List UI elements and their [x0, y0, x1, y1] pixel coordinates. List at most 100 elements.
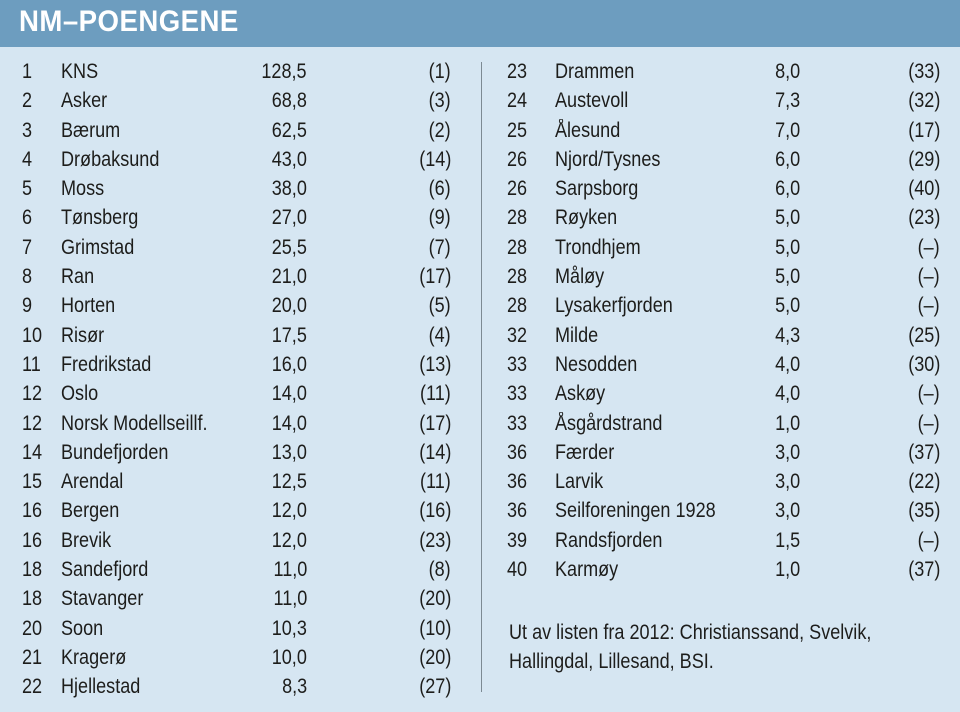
- rank-cell: 21: [22, 645, 43, 669]
- table-row: 6 Tønsberg 27,0 (9): [0, 203, 470, 232]
- previous-rank-cell: (17): [907, 118, 940, 142]
- table-row: 28 Måløy 5,0 (–): [486, 262, 960, 291]
- previous-rank-cell: (35): [907, 499, 940, 523]
- rank-cell: 32: [507, 323, 528, 347]
- table-row: 8 Ran 21,0 (17): [0, 262, 470, 291]
- rank-cell: 33: [507, 352, 528, 376]
- previous-rank-cell: (–): [917, 382, 940, 406]
- rank-cell: 6: [22, 206, 33, 230]
- club-name: Åsgårdstrand: [555, 411, 663, 435]
- table-row: 32 Milde 4,3 (25): [486, 321, 960, 350]
- points-cell: 4,0: [774, 352, 800, 376]
- points-cell: 3,0: [774, 499, 800, 523]
- club-name: Måløy: [555, 265, 605, 289]
- previous-rank-cell: (37): [907, 558, 940, 582]
- previous-rank-cell: (10): [418, 616, 451, 640]
- table-row: 18 Sandefjord 11,0 (8): [0, 555, 470, 584]
- table-row: 33 Åsgårdstrand 1,0 (–): [486, 409, 960, 438]
- club-name: Milde: [555, 323, 599, 347]
- table-row: 24 Austevoll 7,3 (32): [486, 86, 960, 115]
- rank-cell: 33: [507, 382, 528, 406]
- previous-rank-cell: (–): [917, 528, 940, 552]
- previous-rank-cell: (23): [907, 206, 940, 230]
- previous-rank-cell: (27): [418, 675, 451, 699]
- previous-rank-cell: (17): [418, 265, 451, 289]
- previous-rank-cell: (40): [907, 177, 940, 201]
- rank-cell: 36: [507, 470, 528, 494]
- points-cell: 5,0: [774, 265, 800, 289]
- points-cell: 43,0: [271, 147, 307, 171]
- table-row: 12 Norsk Modellseillf. 14,0 (17): [0, 409, 470, 438]
- points-cell: 16,0: [271, 352, 307, 376]
- club-name: Røyken: [555, 206, 618, 230]
- table-row: 9 Horten 20,0 (5): [0, 291, 470, 320]
- table-row: 16 Bergen 12,0 (16): [0, 496, 470, 525]
- points-cell: 17,5: [271, 323, 307, 347]
- points-cell: 1,0: [774, 411, 800, 435]
- club-name: Bundefjorden: [61, 440, 169, 464]
- club-name: Ålesund: [555, 118, 621, 142]
- rank-cell: 12: [22, 382, 43, 406]
- previous-rank-cell: (6): [428, 177, 451, 201]
- table-row: 15 Arendal 12,5 (11): [0, 467, 470, 496]
- club-name: Sandefjord: [61, 558, 149, 582]
- previous-rank-cell: (16): [418, 499, 451, 523]
- table-row: 3 Bærum 62,5 (2): [0, 116, 470, 145]
- club-name: Moss: [61, 177, 105, 201]
- table-row: 20 Soon 10,3 (10): [0, 614, 470, 643]
- points-cell: 3,0: [774, 470, 800, 494]
- points-cell: 38,0: [271, 177, 307, 201]
- table-row: 28 Lysakerfjorden 5,0 (–): [486, 291, 960, 320]
- previous-rank-cell: (20): [418, 645, 451, 669]
- rank-cell: 18: [22, 558, 43, 582]
- standings-left-column: 1 KNS 128,5 (1) 2 Asker 68,8 (3) 3 Bærum 62,5 (2) 4 D…: [0, 57, 470, 702]
- club-name: Ran: [61, 265, 95, 289]
- table-row: 12 Oslo 14,0 (11): [0, 379, 470, 408]
- footnote: Ut av listen fra 2012: Christianssand, S…: [509, 618, 887, 676]
- points-cell: 11,0: [273, 587, 307, 611]
- previous-rank-cell: (29): [907, 147, 940, 171]
- rank-cell: 23: [507, 60, 528, 83]
- club-name: Bergen: [61, 499, 120, 523]
- rank-cell: 39: [507, 528, 528, 552]
- club-name: Soon: [61, 616, 104, 640]
- rank-cell: 20: [22, 616, 43, 640]
- column-divider: [481, 62, 482, 692]
- points-cell: 5,0: [774, 294, 800, 318]
- points-cell: 14,0: [271, 411, 307, 435]
- club-name: Hjellestad: [61, 675, 141, 699]
- rank-cell: 1: [22, 60, 33, 83]
- table-row: 28 Røyken 5,0 (23): [486, 203, 960, 232]
- points-cell: 10,3: [271, 616, 307, 640]
- points-cell: 10,0: [271, 645, 307, 669]
- points-cell: 4,3: [774, 323, 800, 347]
- points-cell: 1,5: [774, 528, 800, 552]
- table-row: 36 Seilforeningen 1928 3,0 (35): [486, 496, 960, 525]
- club-name: Bærum: [61, 118, 121, 142]
- table-row: 36 Færder 3,0 (37): [486, 438, 960, 467]
- table-row: 2 Asker 68,8 (3): [0, 86, 470, 115]
- table-row: 33 Nesodden 4,0 (30): [486, 350, 960, 379]
- club-name: Sarpsborg: [555, 177, 639, 201]
- points-cell: 5,0: [774, 235, 800, 259]
- page-title: NM–POENGENE: [19, 5, 239, 38]
- rank-cell: 10: [22, 323, 43, 347]
- points-cell: 8,3: [281, 675, 307, 699]
- previous-rank-cell: (17): [418, 411, 451, 435]
- table-row: 10 Risør 17,5 (4): [0, 321, 470, 350]
- previous-rank-cell: (23): [418, 528, 451, 552]
- club-name: Trondhjem: [555, 235, 641, 259]
- rank-cell: 36: [507, 499, 528, 523]
- rank-cell: 22: [22, 675, 43, 699]
- club-name: Askøy: [555, 382, 606, 406]
- points-cell: 8,0: [774, 60, 800, 83]
- club-name: Karmøy: [555, 558, 619, 582]
- previous-rank-cell: (30): [907, 352, 940, 376]
- club-name: Nesodden: [555, 352, 638, 376]
- table-row: 40 Karmøy 1,0 (37): [486, 555, 960, 584]
- footnote-text: Ut av listen fra 2012: Christianssand, S…: [509, 621, 872, 673]
- previous-rank-cell: (4): [428, 323, 451, 347]
- previous-rank-cell: (2): [428, 118, 451, 142]
- points-cell: 7,0: [774, 118, 800, 142]
- previous-rank-cell: (8): [428, 558, 451, 582]
